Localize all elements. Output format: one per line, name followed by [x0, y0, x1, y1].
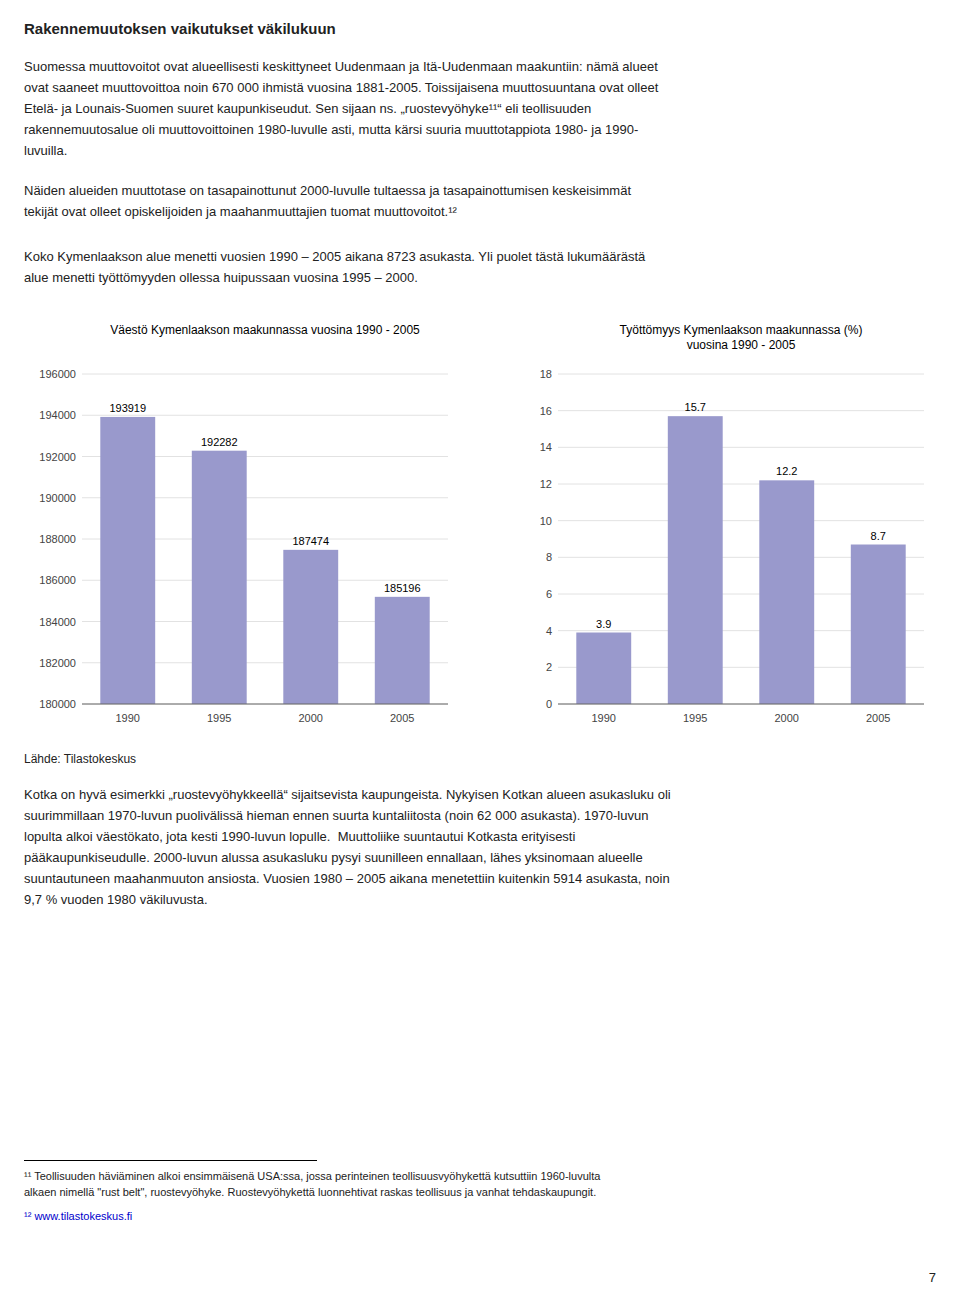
- paragraph: Kotka on hyvä esimerkki „ruostevyöhykkee…: [24, 784, 671, 910]
- x-tick-label: 2000: [299, 712, 323, 724]
- footnote: ¹¹ Teollisuuden häviäminen alkoi ensimmä…: [24, 1168, 600, 1200]
- text-line: luvuilla.: [24, 140, 658, 161]
- text-line: lopulta alkoi väestökato, jota kesti 199…: [24, 826, 671, 847]
- text-line: alue menetti työttömyyden ollessa huipus…: [24, 267, 645, 288]
- text-line: Etelä- ja Lounais-Suomen suuret kaupunki…: [24, 98, 658, 119]
- y-tick-label: 8: [546, 551, 552, 563]
- title-line: Väestö Kymenlaakson maakunnassa vuosina …: [110, 323, 420, 337]
- bar: [192, 451, 247, 704]
- text-line: Suomessa muuttovoitot ovat alueellisesti…: [24, 56, 658, 77]
- y-tick-label: 190000: [39, 492, 76, 504]
- chart: Väestö Kymenlaakson maakunnassa vuosina …: [20, 318, 460, 738]
- x-tick-label: 2005: [866, 712, 890, 724]
- x-tick-label: 1990: [116, 712, 140, 724]
- y-tick-label: 194000: [39, 409, 76, 421]
- x-tick-label: 1995: [207, 712, 231, 724]
- text-line: rakennemuutosalue oli muuttovoittoinen 1…: [24, 119, 658, 140]
- grid-line: [82, 374, 448, 375]
- y-tick-label: 6: [546, 588, 552, 600]
- chart: Työttömyys Kymenlaakson maakunnassa (%)v…: [496, 318, 936, 738]
- data-label: 193919: [109, 402, 146, 414]
- bar: [851, 545, 906, 705]
- data-label: 12.2: [776, 465, 797, 477]
- data-label: 3.9: [596, 618, 611, 630]
- chart-title: Työttömyys Kymenlaakson maakunnassa (%)v…: [620, 323, 863, 352]
- text-line: suurimmillaan 1970-luvun puolivälissä hi…: [24, 805, 671, 826]
- grid-line: [82, 704, 448, 705]
- grid-line: [558, 520, 924, 521]
- chart-title: Väestö Kymenlaakson maakunnassa vuosina …: [110, 323, 420, 337]
- bar: [375, 597, 430, 704]
- text-line: suuntautuneen maahanmuuton ansiosta. Vuo…: [24, 868, 671, 889]
- bar: [668, 416, 723, 704]
- text-line: tekijät ovat olleet opiskelijoiden ja ma…: [24, 201, 631, 222]
- bars: [576, 416, 905, 704]
- text-line: Näiden alueiden muuttotase on tasapainot…: [24, 180, 631, 201]
- bar: [576, 633, 631, 705]
- bar: [283, 550, 338, 704]
- y-tick-label: 182000: [39, 657, 76, 669]
- y-tick-label: 196000: [39, 368, 76, 380]
- title-line: Työttömyys Kymenlaakson maakunnassa (%): [620, 323, 863, 337]
- text-line: alkaen nimellä "rust belt", ruostevyöhyk…: [24, 1184, 600, 1200]
- bar: [759, 480, 814, 704]
- data-label: 187474: [292, 535, 329, 547]
- title-line: vuosina 1990 - 2005: [687, 338, 796, 352]
- y-tick-label: 192000: [39, 451, 76, 463]
- grid-line: [558, 410, 924, 411]
- footnote-rule: [24, 1160, 317, 1161]
- data-label: 8.7: [871, 530, 886, 542]
- bars: [100, 417, 429, 704]
- y-tick-label: 12: [540, 478, 552, 490]
- text-line: ¹¹ Teollisuuden häviäminen alkoi ensimmä…: [24, 1168, 600, 1184]
- y-tick-label: 2: [546, 661, 552, 673]
- x-tick-label: 2005: [390, 712, 414, 724]
- text-line: Kotka on hyvä esimerkki „ruostevyöhykkee…: [24, 784, 671, 805]
- data-label: 15.7: [685, 401, 706, 413]
- y-tick-label: 188000: [39, 533, 76, 545]
- y-tick-label: 18: [540, 368, 552, 380]
- footnote: ¹² www.tilastokeskus.fi: [24, 1208, 132, 1224]
- text-line: pääkaupunkiseudulle. 2000-luvun alussa a…: [24, 847, 671, 868]
- x-tick-label: 1995: [683, 712, 707, 724]
- paragraph: Näiden alueiden muuttotase on tasapainot…: [24, 180, 631, 222]
- y-tick-label: 10: [540, 515, 552, 527]
- paragraph: Suomessa muuttovoitot ovat alueellisesti…: [24, 56, 658, 161]
- x-axis: [82, 704, 448, 705]
- x-axis: [558, 704, 924, 705]
- grid-line: [558, 484, 924, 485]
- grid-line: [558, 374, 924, 375]
- x-tick-label: 2000: [775, 712, 799, 724]
- grid-line: [558, 704, 924, 705]
- y-tick-label: 180000: [39, 698, 76, 710]
- x-tick-label: 1990: [592, 712, 616, 724]
- data-label: 185196: [384, 582, 421, 594]
- bar: [100, 417, 155, 704]
- paragraph: Koko Kymenlaakson alue menetti vuosien 1…: [24, 246, 645, 288]
- y-tick-label: 4: [546, 625, 552, 637]
- grid-line: [82, 415, 448, 416]
- y-tick-label: 14: [540, 441, 552, 453]
- data-label: 192282: [201, 436, 238, 448]
- text-line: Koko Kymenlaakson alue menetti vuosien 1…: [24, 246, 645, 267]
- y-tick-label: 184000: [39, 616, 76, 628]
- y-tick-label: 186000: [39, 574, 76, 586]
- y-tick-label: 0: [546, 698, 552, 710]
- page-number: 7: [929, 1270, 936, 1285]
- y-tick-label: 16: [540, 405, 552, 417]
- grid-line: [558, 447, 924, 448]
- page-title: Rakennemuutoksen vaikutukset väkilukuun: [24, 20, 336, 37]
- text-line: ovat saaneet muuttovoittoa noin 670 000 …: [24, 77, 658, 98]
- source: Lähde: Tilastokeskus: [24, 752, 136, 766]
- text-line: ¹² www.tilastokeskus.fi: [24, 1208, 132, 1224]
- text-line: 9,7 % vuoden 1980 väkiluvusta.: [24, 889, 671, 910]
